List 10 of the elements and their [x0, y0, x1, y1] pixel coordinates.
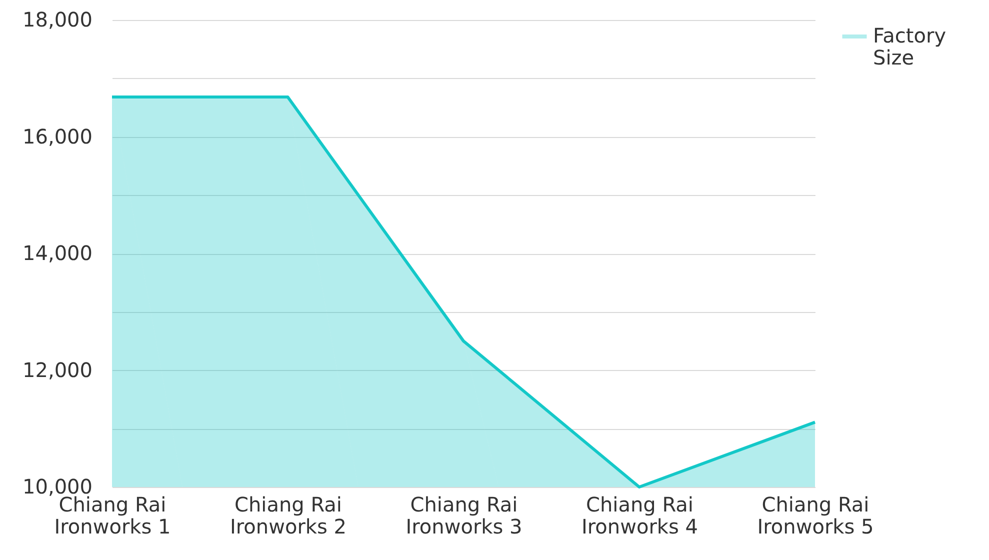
x-tick-label: Chiang Rai Ironworks 5 — [757, 492, 874, 538]
y-tick-label: 16,000 — [22, 124, 92, 148]
x-tick-label: Chiang Rai Ironworks 3 — [406, 492, 522, 538]
legend-label: Factory Size — [873, 24, 946, 70]
y-tick-label: 12,000 — [22, 358, 92, 382]
y-tick-label: 18,000 — [22, 8, 92, 32]
x-tick-label: Chiang Rai Ironworks 2 — [230, 492, 346, 538]
y-tick-label: 14,000 — [22, 241, 92, 265]
x-tick-label: Chiang Rai Ironworks 4 — [582, 492, 698, 538]
x-tick-label: Chiang Rai Ironworks 1 — [54, 492, 171, 538]
